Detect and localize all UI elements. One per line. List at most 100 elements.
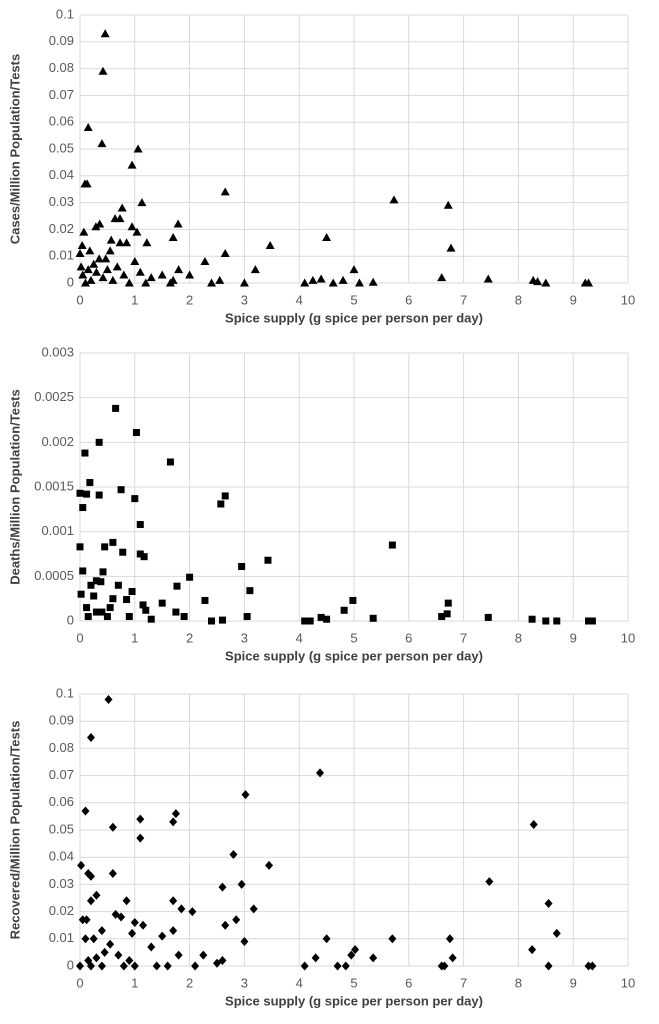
x-tick-label: 10 xyxy=(621,975,635,990)
point xyxy=(86,275,96,284)
point xyxy=(146,273,156,282)
point xyxy=(142,606,150,614)
point xyxy=(133,144,143,153)
point xyxy=(91,222,101,231)
point xyxy=(341,961,350,971)
point xyxy=(115,238,125,247)
point xyxy=(112,262,122,271)
y-tick-label: 0.02 xyxy=(49,221,74,236)
point xyxy=(85,246,95,255)
point xyxy=(83,265,93,274)
x-tick-label: 0 xyxy=(76,292,83,307)
point xyxy=(322,934,331,944)
x-tick-label: 7 xyxy=(460,292,467,307)
point xyxy=(585,617,593,625)
point xyxy=(240,937,249,947)
point xyxy=(130,257,140,266)
point xyxy=(444,599,452,607)
point xyxy=(265,860,274,870)
x-tick-label: 6 xyxy=(405,630,412,645)
point xyxy=(528,615,536,623)
point xyxy=(89,934,98,944)
point xyxy=(191,961,200,971)
point xyxy=(349,596,357,604)
point xyxy=(97,961,106,971)
point xyxy=(218,882,227,892)
point xyxy=(82,915,91,925)
point xyxy=(108,822,117,832)
point xyxy=(529,820,538,830)
x-tick-label: 5 xyxy=(350,975,357,990)
point xyxy=(448,953,457,963)
point xyxy=(104,694,113,704)
point xyxy=(77,590,85,598)
point xyxy=(98,66,108,75)
y-axis-title: Cases/Million Population/Tests xyxy=(7,54,22,244)
point xyxy=(102,265,112,274)
point xyxy=(130,961,139,971)
point xyxy=(542,617,550,625)
y-tick-label: 0 xyxy=(67,957,74,972)
point xyxy=(354,278,364,287)
point xyxy=(208,617,216,625)
point xyxy=(130,917,139,927)
y-tick-label: 0.03 xyxy=(49,876,74,891)
point xyxy=(128,588,136,596)
point xyxy=(100,29,110,38)
x-tick-label: 2 xyxy=(186,292,193,307)
point xyxy=(98,608,106,616)
point xyxy=(265,240,275,249)
point xyxy=(218,616,226,624)
x-tick-label: 2 xyxy=(186,630,193,645)
point xyxy=(215,275,225,284)
point xyxy=(221,920,230,930)
point xyxy=(349,265,359,274)
point xyxy=(76,961,84,971)
point xyxy=(311,953,320,963)
point xyxy=(369,953,378,963)
point xyxy=(437,273,447,282)
point xyxy=(443,610,451,618)
point xyxy=(92,608,100,616)
x-tick-label: 4 xyxy=(296,630,303,645)
point xyxy=(142,238,152,247)
point xyxy=(174,950,183,960)
point xyxy=(125,613,133,621)
point xyxy=(485,877,494,887)
point xyxy=(136,833,145,843)
x-axis-title: Spice supply (g spice per person per day… xyxy=(225,648,483,663)
y-tick-label: 0.06 xyxy=(49,114,74,129)
y-tick-label: 0.0025 xyxy=(34,389,74,404)
point xyxy=(347,950,356,960)
y-tick-label: 0.001 xyxy=(41,523,74,538)
y-tick-label: 0 xyxy=(67,274,74,289)
point xyxy=(323,615,331,623)
point xyxy=(80,278,90,287)
point xyxy=(438,613,446,621)
y-tick-label: 0.002 xyxy=(41,434,74,449)
x-tick-label: 3 xyxy=(241,630,248,645)
point xyxy=(83,123,93,132)
point xyxy=(169,817,178,827)
x-tick-label: 5 xyxy=(350,292,357,307)
point xyxy=(103,613,111,621)
point xyxy=(541,278,551,287)
x-tick-label: 7 xyxy=(460,630,467,645)
point xyxy=(166,458,174,466)
point xyxy=(308,275,318,284)
point xyxy=(82,179,92,188)
y-tick-label: 0.04 xyxy=(49,849,74,864)
point xyxy=(86,733,95,743)
x-tick-label: 6 xyxy=(405,975,412,990)
x-tick-label: 10 xyxy=(621,630,635,645)
point xyxy=(201,596,209,604)
y-tick-label: 0.01 xyxy=(49,930,74,945)
point xyxy=(77,860,86,870)
y-tick-label: 0.1 xyxy=(56,685,74,700)
x-tick-label: 3 xyxy=(241,975,248,990)
point xyxy=(300,278,310,287)
point xyxy=(114,581,122,589)
point xyxy=(76,262,86,271)
x-tick-label: 0 xyxy=(76,630,83,645)
point xyxy=(139,601,147,609)
